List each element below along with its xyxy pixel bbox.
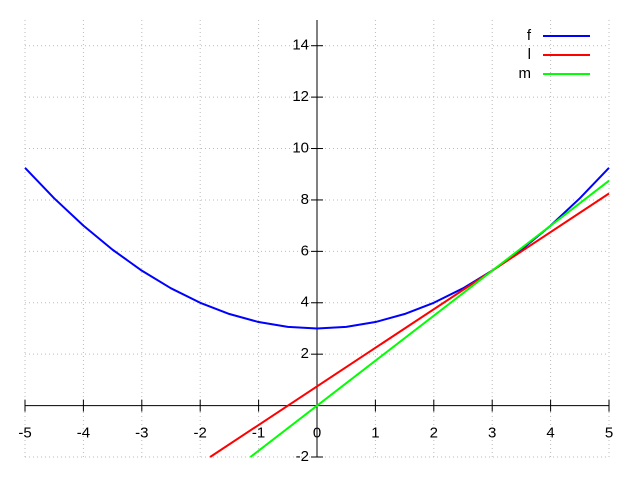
x-tick-label: -4 [77, 425, 90, 442]
x-tick-label: 0 [313, 425, 321, 442]
legend-label: f [527, 27, 532, 44]
x-tick-label: 1 [371, 425, 379, 442]
x-tick-label: -1 [252, 425, 265, 442]
x-tick-label: -3 [135, 425, 148, 442]
y-tick-label: 12 [292, 88, 309, 105]
legend-label: m [519, 65, 532, 82]
x-tick-label: -2 [194, 425, 207, 442]
y-tick-label: 4 [301, 294, 309, 311]
x-tick-label: 3 [488, 425, 496, 442]
x-tick-label: 4 [546, 425, 554, 442]
y-tick-label: 10 [292, 139, 309, 156]
legend-label: l [528, 46, 531, 63]
x-tick-label: -5 [18, 425, 31, 442]
y-tick-label: 2 [301, 345, 309, 362]
y-tick-label: 8 [301, 191, 309, 208]
x-tick-label: 2 [430, 425, 438, 442]
y-tick-label: -2 [296, 448, 309, 465]
series-line [249, 179, 610, 458]
series-line [209, 192, 610, 458]
y-tick-label: 6 [301, 242, 309, 259]
y-tick-label: 14 [292, 37, 309, 54]
x-tick-label: 5 [605, 425, 613, 442]
